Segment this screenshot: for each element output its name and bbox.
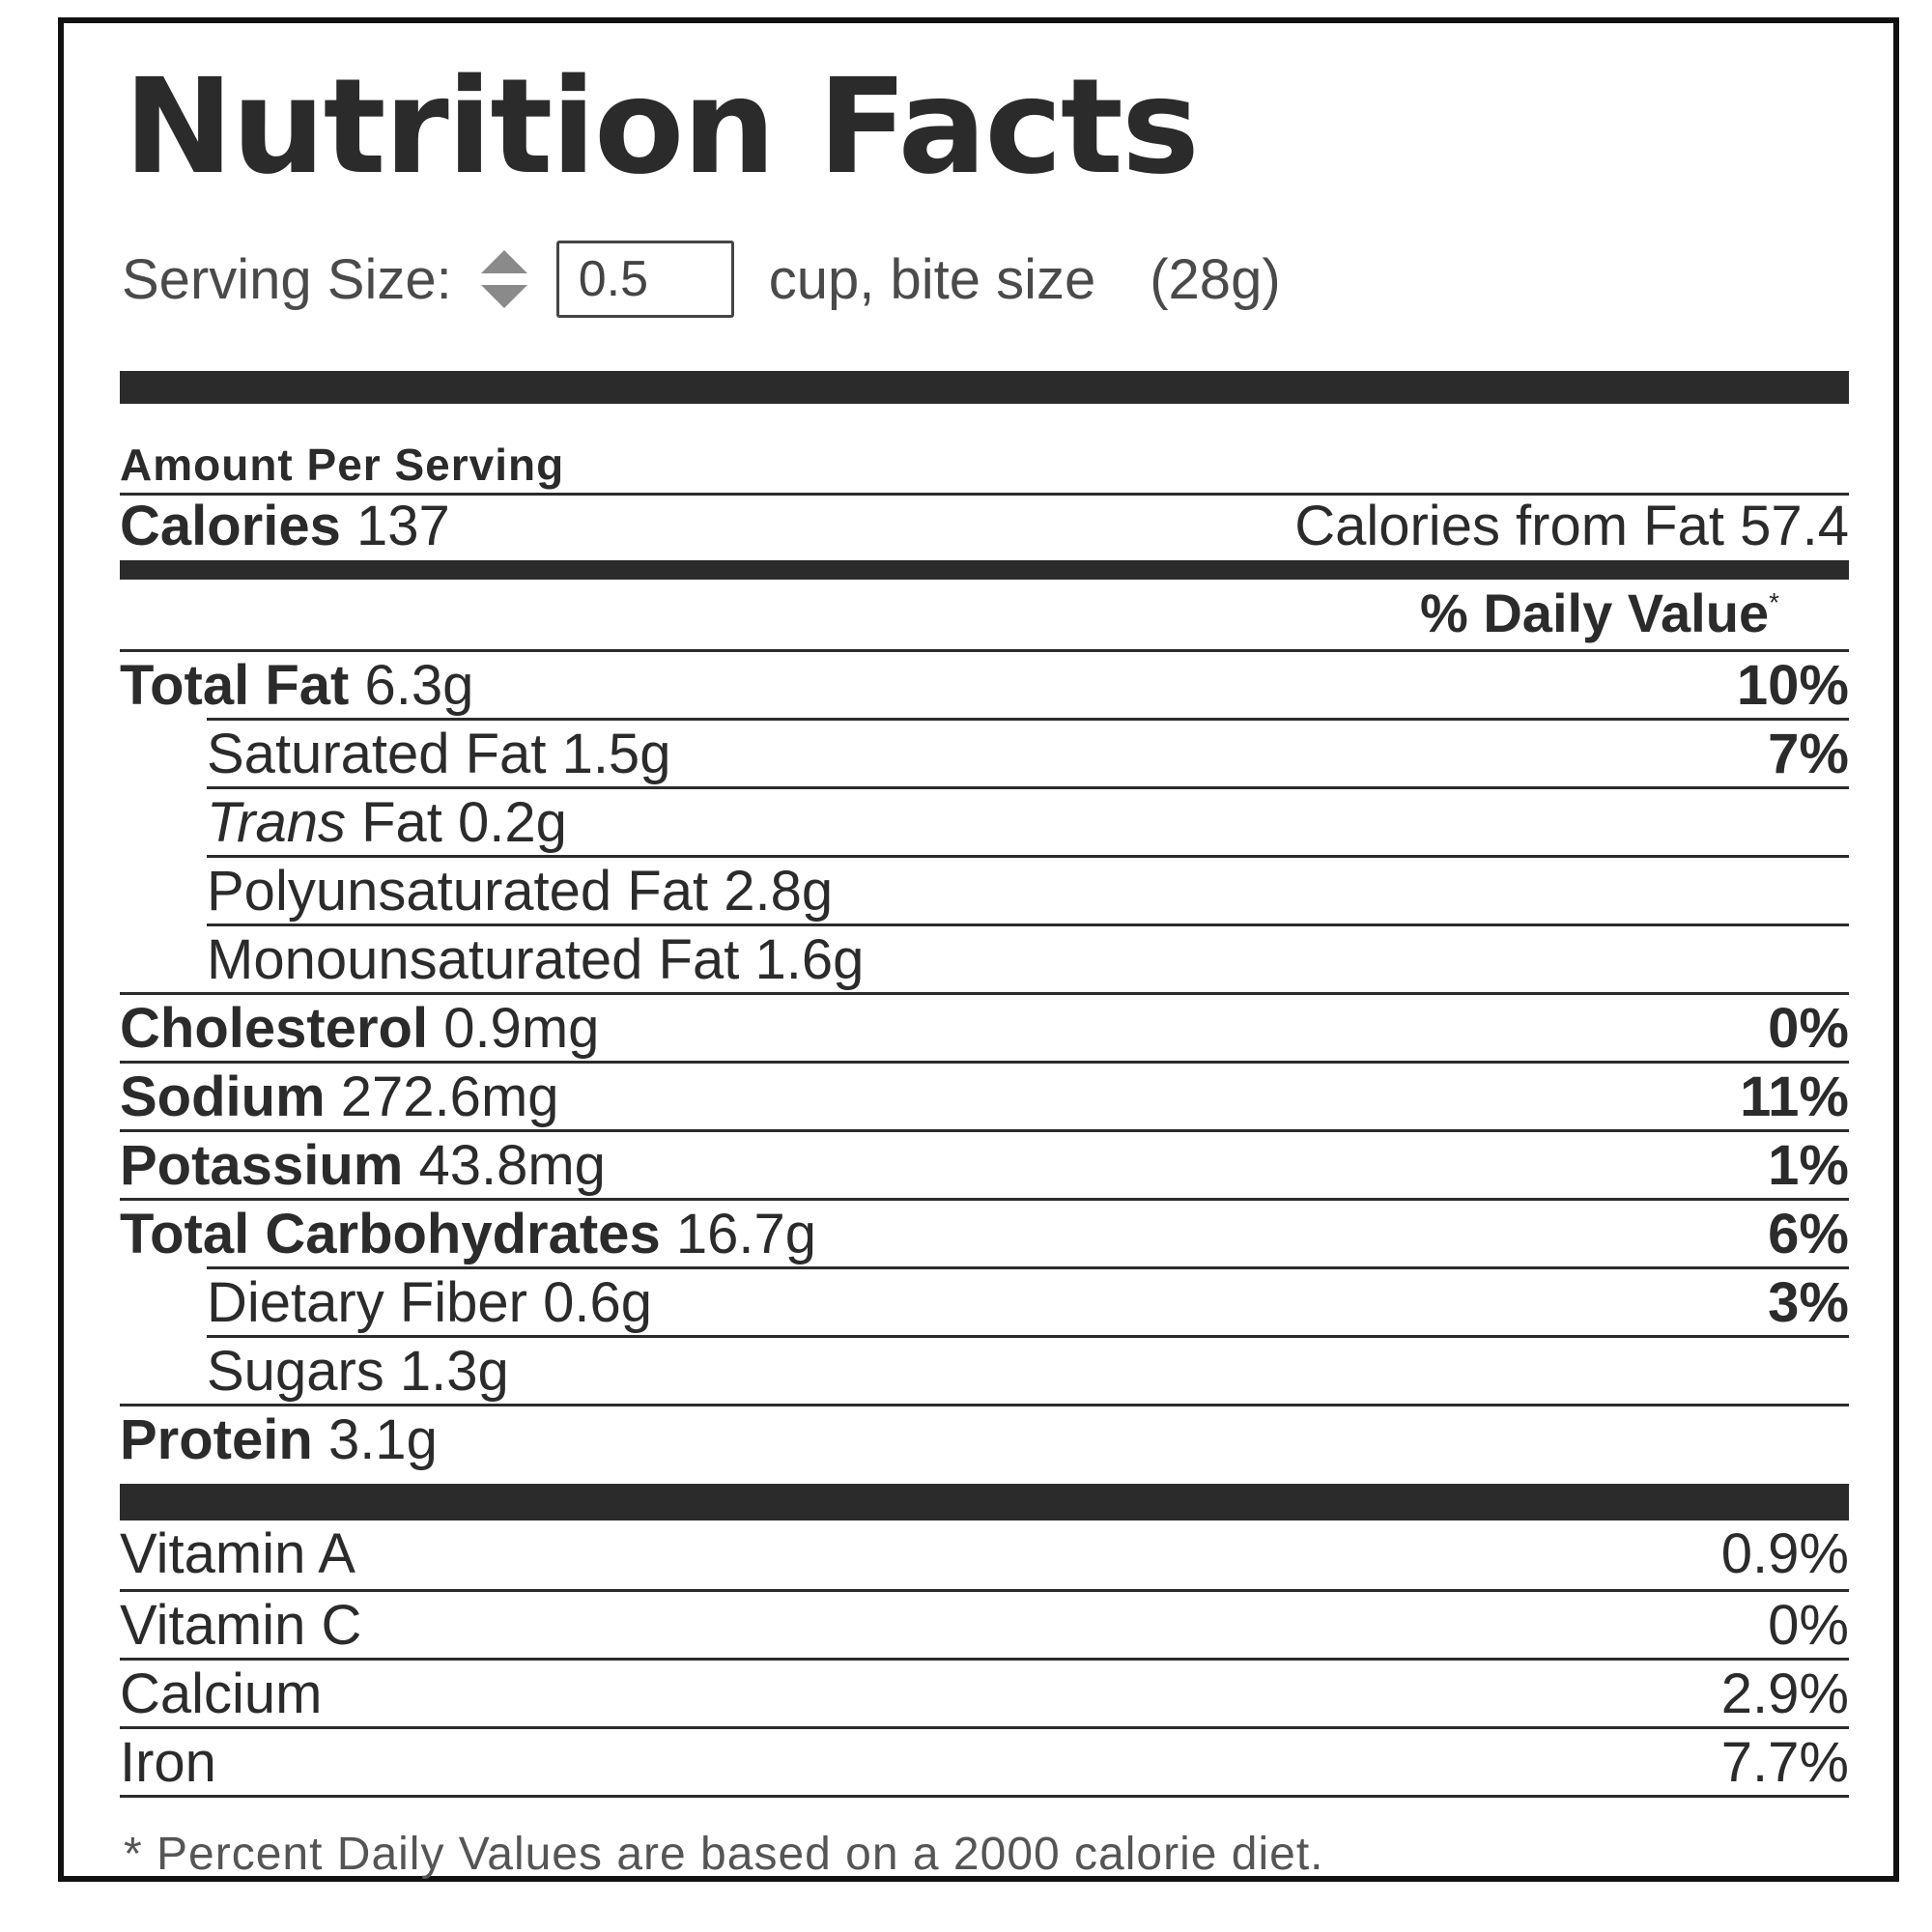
divider	[207, 1266, 1849, 1269]
footnote: * Percent Daily Values are based on a 20…	[124, 1829, 1324, 1880]
divider	[120, 1795, 1849, 1798]
dv-value: 0%	[1768, 996, 1849, 1060]
amount-per-serving: Amount Per Serving	[120, 440, 565, 490]
divider	[120, 1726, 1849, 1729]
serving-quantity-input[interactable]	[555, 241, 734, 318]
dv-value: 6%	[1768, 1202, 1849, 1265]
calories-value: 137	[356, 494, 450, 557]
nutrient-row-sugars: Sugars 1.3g	[207, 1339, 509, 1403]
dv-value: 7.7%	[1720, 1730, 1849, 1794]
divider	[120, 1589, 1849, 1592]
divider	[120, 1658, 1849, 1661]
chevron-up-icon[interactable]	[480, 250, 527, 273]
vitamin-row-vitamin-c: Vitamin C 0%	[120, 1593, 1849, 1657]
nutrient-row-potassium: Potassium 43.8mg 1%	[120, 1133, 1849, 1197]
divider	[207, 718, 1849, 721]
divider	[207, 923, 1849, 926]
chevron-down-icon[interactable]	[480, 285, 527, 308]
divider	[120, 1061, 1849, 1064]
divider	[120, 1198, 1849, 1201]
dv-value: 3%	[1768, 1270, 1849, 1334]
dv-value: 0.9%	[1720, 1521, 1849, 1585]
nutrient-row-total-fat: Total Fat 6.3g 10%	[120, 653, 1849, 717]
nutrient-row-saturated-fat: Saturated Fat 1.5g 7%	[207, 722, 1849, 785]
serving-unit: cup, bite size	[768, 247, 1096, 311]
calories-from-fat-label: Calories from Fat	[1294, 494, 1724, 557]
serving-size-row: Serving Size: cup, bite size (28g)	[122, 241, 1281, 318]
calories-from-fat-value: 57.4	[1740, 494, 1849, 557]
daily-value-header: % Daily Value*	[1420, 582, 1779, 643]
divider	[207, 855, 1849, 858]
divider	[120, 1129, 1849, 1132]
dv-value: 7%	[1768, 722, 1849, 785]
calories-row: Calories 137 Calories from Fat 57.4	[120, 493, 1849, 558]
nutrient-row-polyunsaturated-fat: Polyunsaturated Fat 2.8g	[207, 859, 834, 923]
vitamin-row-iron: Iron 7.7%	[120, 1730, 1849, 1794]
nutrient-row-cholesterol: Cholesterol 0.9mg 0%	[120, 996, 1849, 1060]
dv-value: 1%	[1768, 1133, 1849, 1197]
vitamin-row-calcium: Calcium 2.9%	[120, 1662, 1849, 1725]
dv-value: 11%	[1740, 1065, 1849, 1128]
dv-value: 0%	[1768, 1593, 1849, 1657]
serving-stepper-icon[interactable]	[480, 248, 527, 310]
calories-label: Calories	[120, 494, 341, 557]
divider	[120, 493, 1849, 496]
nutrient-row-protein: Protein 3.1g	[120, 1407, 438, 1471]
divider	[207, 1335, 1849, 1338]
label-title: Nutrition Facts	[124, 51, 1200, 204]
nutrient-row-sodium: Sodium 272.6mg 11%	[120, 1065, 1849, 1128]
vitamin-row-vitamin-a: Vitamin A 0.9%	[120, 1521, 1849, 1585]
nutrient-row-monounsaturated-fat: Monounsaturated Fat 1.6g	[207, 927, 865, 991]
nutrition-facts-label: Nutrition Facts Serving Size: cup, bite …	[58, 17, 1899, 1882]
thick-divider	[120, 1484, 1849, 1520]
nutrient-row-dietary-fiber: Dietary Fiber 0.6g 3%	[207, 1270, 1849, 1334]
divider	[120, 992, 1849, 995]
dv-value: 10%	[1736, 653, 1849, 717]
nutrient-row-trans-fat: Trans Fat 0.2g	[207, 790, 567, 854]
dv-value: 2.9%	[1720, 1662, 1849, 1725]
divider	[120, 1404, 1849, 1406]
nutrient-row-total-carbohydrates: Total Carbohydrates 16.7g 6%	[120, 1202, 1849, 1265]
thick-divider	[120, 371, 1849, 404]
medium-divider	[120, 560, 1849, 580]
serving-weight: (28g)	[1150, 247, 1281, 311]
divider	[120, 649, 1849, 652]
divider	[207, 786, 1849, 789]
serving-size-label: Serving Size:	[122, 247, 452, 311]
